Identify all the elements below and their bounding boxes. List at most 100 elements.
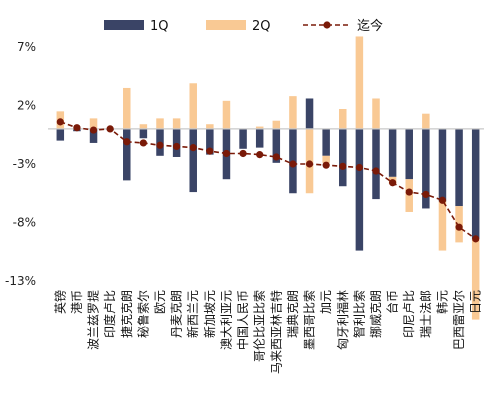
category-label: 丹麦克朗: [170, 290, 184, 338]
bar-1q: [255, 128, 264, 148]
line-point-ytd: [189, 144, 197, 152]
line-point-ytd: [405, 188, 413, 196]
bar-1q: [355, 128, 364, 251]
category-label: 澳大利亚元: [219, 290, 233, 350]
bar-2q: [289, 96, 297, 129]
line-point-ytd: [73, 124, 81, 132]
category-label: 印度卢比: [102, 290, 117, 338]
line-point-ytd: [305, 160, 314, 168]
bar-2q: [322, 155, 330, 163]
bar-2q: [438, 201, 447, 251]
bar-2q: [89, 118, 98, 129]
bar-1q: [372, 128, 380, 200]
legend-label-ytd: 迄今: [357, 18, 383, 34]
bar-2q: [222, 100, 231, 129]
bar-1q: [455, 128, 463, 207]
category-label: 哥伦比亚比索: [252, 290, 267, 362]
category-label: 匈牙利福林: [335, 290, 350, 350]
bar-1q: [206, 128, 214, 155]
line-point-ytd: [56, 118, 64, 126]
line-point-ytd: [123, 138, 131, 146]
bar-1q: [305, 98, 314, 129]
line-point-ytd: [256, 151, 264, 159]
line-point-ytd: [389, 179, 397, 187]
line-point-ytd: [139, 139, 147, 147]
legend-label-2q: 2Q: [252, 19, 271, 34]
category-label: 日元: [469, 290, 483, 314]
y-tick-label: -8%: [13, 216, 36, 230]
bar-2q: [255, 126, 264, 129]
bar-1q: [272, 128, 281, 163]
y-tick-label: 2%: [17, 99, 36, 113]
category-label: 韩元: [434, 290, 449, 314]
line-series-ytd: [60, 121, 477, 240]
category-label: 印尼卢比: [401, 290, 416, 338]
bar-2q: [471, 238, 480, 320]
line-point-ytd: [222, 149, 231, 158]
category-label: 捷克克朗: [120, 290, 134, 338]
category-label: 挪威克朗: [369, 290, 383, 338]
line-point-ytd: [355, 163, 363, 172]
category-label: 巴西雷亚尔: [451, 290, 466, 350]
y-tick-label: -13%: [5, 274, 36, 288]
category-label: 智利比索: [351, 290, 366, 338]
bar-1q: [56, 128, 65, 141]
category-label: 新西兰元: [185, 290, 200, 338]
line-point-ytd: [422, 190, 430, 199]
bar-2q: [206, 124, 214, 129]
line-point-ytd: [239, 149, 247, 158]
bar-1q: [123, 128, 131, 181]
bar-1q: [438, 128, 447, 202]
legend-swatch-1q: [104, 20, 144, 30]
bar-2q: [372, 98, 380, 129]
line-point-ytd: [89, 126, 98, 134]
category-label: 瑞士法郎: [419, 290, 433, 338]
line-point-ytd: [372, 167, 380, 175]
bar-1q: [322, 128, 330, 156]
category-label: 波兰兹罗提: [86, 290, 101, 350]
bar-2q: [189, 83, 197, 129]
line-point-ytd: [289, 160, 297, 168]
bar-1q: [388, 128, 397, 177]
category-label: 瑞典克朗: [286, 290, 300, 338]
category-label: 台币: [385, 290, 400, 314]
bar-2q: [139, 124, 148, 129]
line-point-ytd: [173, 142, 181, 151]
line-point-ytd: [272, 153, 280, 161]
legend-label-1q: 1Q: [150, 19, 169, 34]
category-label: 英镑: [52, 290, 67, 314]
bar-2q: [172, 118, 181, 129]
bar-1q: [339, 128, 347, 187]
bar-2q: [422, 113, 430, 129]
category-label: 墨西哥比索: [303, 290, 317, 350]
category-label: 加元: [319, 290, 333, 314]
line-point-ytd: [206, 147, 214, 155]
bar-2q: [123, 87, 131, 129]
bar-1q: [471, 128, 480, 239]
y-tick-label: 7%: [17, 40, 36, 54]
y-tick-label: -3%: [13, 157, 36, 171]
line-point-ytd: [106, 125, 114, 133]
line-point-ytd: [472, 235, 480, 243]
category-label: 中国人民币: [235, 290, 250, 350]
line-point-ytd: [339, 162, 347, 170]
line-point-ytd: [438, 196, 447, 204]
category-label: 秘鲁索尔: [135, 290, 150, 338]
bar-2q: [339, 109, 347, 129]
legend-swatch-2q: [206, 20, 246, 30]
bar-1q: [89, 128, 98, 143]
bar-2q: [355, 36, 364, 129]
line-point-ytd: [455, 223, 463, 231]
bar-1q: [189, 128, 197, 193]
category-label: 马来西亚林吉特: [268, 290, 283, 374]
bar-1q: [405, 128, 413, 180]
bar-2q: [272, 120, 281, 129]
bar-1q: [422, 128, 430, 209]
line-point-ytd: [156, 141, 164, 149]
bar-1q: [239, 128, 247, 149]
legend-marker-ytd: [323, 21, 331, 29]
bar-2q: [156, 118, 164, 129]
line-point-ytd: [322, 161, 330, 169]
